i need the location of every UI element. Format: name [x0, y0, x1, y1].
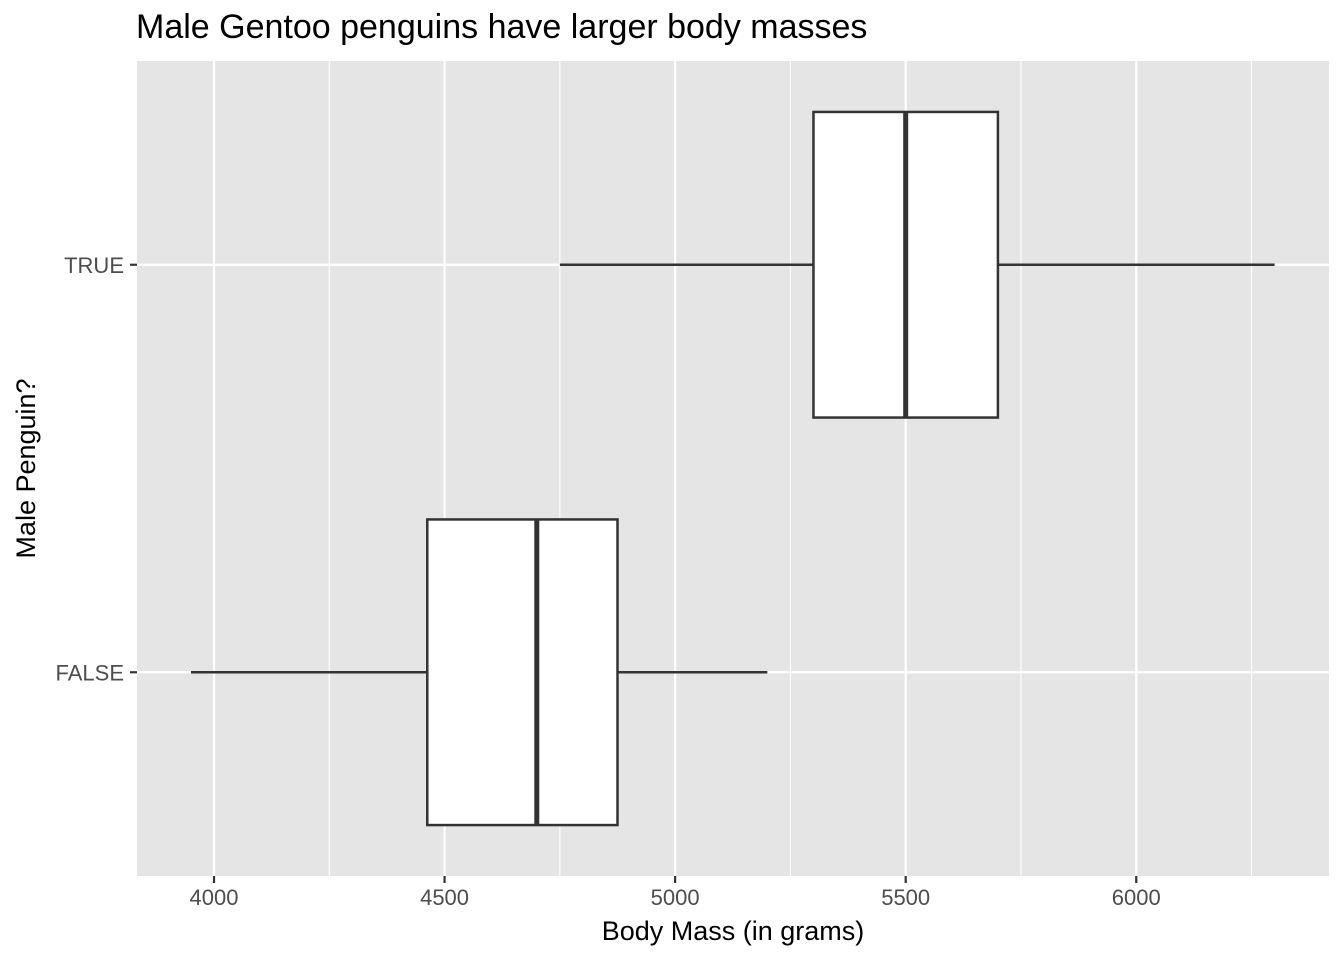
- box-series: [190, 110, 1275, 827]
- minor-gridlines: [328, 61, 1253, 876]
- x-axis-title: Body Mass (in grams): [602, 916, 865, 946]
- y-tick-label: TRUE: [64, 253, 124, 278]
- x-axis: 4000 4500 5000 5500 6000: [190, 876, 1161, 910]
- chart-title: Male Gentoo penguins have larger body ma…: [136, 8, 868, 46]
- box-true: [559, 110, 1275, 419]
- box-false: [190, 518, 768, 827]
- plot-panel: [137, 61, 1329, 876]
- x-tick-label: 6000: [1112, 885, 1161, 910]
- y-tick-label: FALSE: [56, 660, 124, 685]
- x-tick-label: 5500: [881, 885, 930, 910]
- box-iqr: [426, 518, 619, 827]
- x-tick-label: 4000: [190, 885, 239, 910]
- y-axis: FALSE TRUE: [56, 253, 137, 685]
- x-tick-label: 5000: [651, 885, 700, 910]
- x-tick-label: 4500: [420, 885, 469, 910]
- y-axis-title: Male Penguin?: [11, 378, 41, 558]
